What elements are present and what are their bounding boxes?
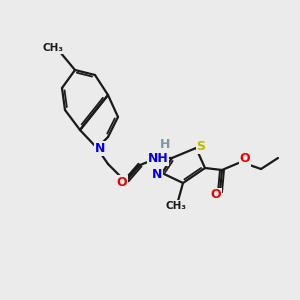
Text: O: O (211, 188, 221, 202)
Text: H: H (160, 137, 170, 151)
Text: O: O (240, 152, 250, 166)
Text: CH₃: CH₃ (43, 43, 64, 53)
Text: S: S (196, 140, 206, 152)
Text: NH: NH (148, 152, 168, 164)
Text: N: N (95, 142, 105, 154)
Text: N: N (152, 167, 162, 181)
Text: CH₃: CH₃ (166, 201, 187, 211)
Text: O: O (117, 176, 127, 188)
